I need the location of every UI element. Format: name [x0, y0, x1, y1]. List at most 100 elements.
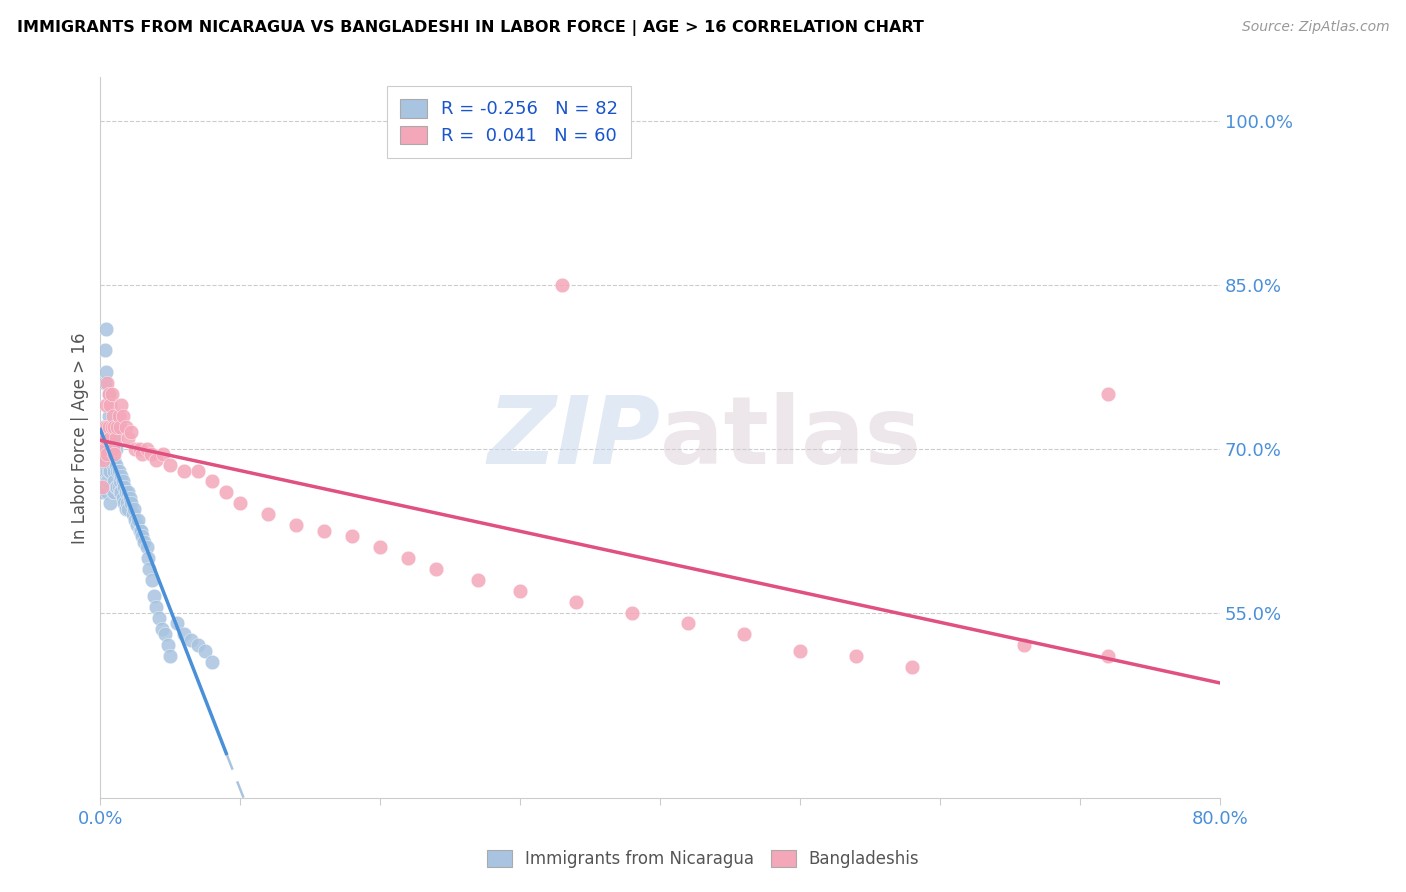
Point	[96, 485, 118, 500]
Point	[91, 431, 114, 445]
Point	[257, 507, 280, 521]
Point	[100, 387, 122, 401]
Point	[112, 496, 135, 510]
Point	[342, 529, 364, 543]
Point	[551, 277, 574, 292]
Point	[100, 452, 122, 467]
Point	[114, 420, 136, 434]
Point	[101, 409, 124, 423]
Point	[91, 452, 114, 467]
Point	[1097, 387, 1119, 401]
Point	[93, 343, 115, 358]
Point	[93, 420, 115, 434]
Point	[117, 485, 139, 500]
Point	[103, 420, 125, 434]
Point	[100, 480, 122, 494]
Point	[159, 649, 181, 664]
Point	[187, 464, 209, 478]
Legend: R = -0.256   N = 82, R =  0.041   N = 60: R = -0.256 N = 82, R = 0.041 N = 60	[387, 87, 631, 158]
Point	[131, 529, 153, 543]
Point	[96, 447, 118, 461]
Point	[90, 485, 112, 500]
Point	[128, 442, 150, 456]
Point	[125, 518, 148, 533]
Point	[94, 321, 117, 335]
Point	[94, 431, 117, 445]
Point	[93, 442, 115, 456]
Point	[101, 442, 124, 456]
Point	[104, 458, 127, 472]
Point	[110, 398, 132, 412]
Point	[111, 409, 134, 423]
Point	[110, 469, 132, 483]
Point	[96, 376, 118, 391]
Point	[789, 644, 811, 658]
Point	[98, 464, 121, 478]
Point	[108, 420, 131, 434]
Point	[97, 409, 120, 423]
Point	[142, 589, 165, 603]
Point	[565, 594, 588, 608]
Point	[94, 420, 117, 434]
Point	[96, 442, 118, 456]
Point	[100, 420, 122, 434]
Y-axis label: In Labor Force | Age > 16: In Labor Force | Age > 16	[72, 332, 89, 543]
Point	[621, 606, 644, 620]
Point	[98, 398, 121, 412]
Point	[138, 562, 160, 576]
Point	[105, 480, 128, 494]
Point	[120, 496, 142, 510]
Point	[117, 501, 139, 516]
Point	[733, 627, 755, 641]
Point	[100, 431, 122, 445]
Point	[141, 573, 163, 587]
Point	[93, 464, 115, 478]
Point	[96, 464, 118, 478]
Point	[467, 573, 489, 587]
Point	[314, 524, 336, 538]
Point	[98, 480, 121, 494]
Point	[127, 513, 149, 527]
Point	[117, 431, 139, 445]
Text: atlas: atlas	[659, 392, 921, 483]
Point	[845, 649, 868, 664]
Point	[101, 431, 124, 445]
Point	[187, 638, 209, 652]
Point	[201, 655, 224, 669]
Point	[156, 638, 179, 652]
Point	[1097, 649, 1119, 664]
Point	[107, 409, 129, 423]
Point	[120, 425, 142, 440]
Point	[128, 524, 150, 538]
Point	[901, 660, 924, 674]
Point	[104, 442, 127, 456]
Point	[101, 442, 124, 456]
Point	[114, 501, 136, 516]
Point	[103, 485, 125, 500]
Point	[97, 387, 120, 401]
Point	[101, 485, 124, 500]
Point	[201, 475, 224, 489]
Point	[136, 550, 159, 565]
Point	[285, 518, 308, 533]
Point	[90, 480, 112, 494]
Point	[153, 627, 176, 641]
Point	[91, 420, 114, 434]
Point	[122, 501, 145, 516]
Point	[104, 431, 127, 445]
Point	[148, 611, 170, 625]
Point	[97, 464, 120, 478]
Point	[98, 442, 121, 456]
Point	[96, 475, 118, 489]
Point	[105, 420, 128, 434]
Point	[105, 464, 128, 478]
Point	[159, 458, 181, 472]
Point	[114, 485, 136, 500]
Point	[94, 365, 117, 379]
Point	[124, 442, 146, 456]
Point	[121, 507, 143, 521]
Point	[98, 420, 121, 434]
Point	[103, 447, 125, 461]
Point	[93, 376, 115, 391]
Point	[152, 447, 174, 461]
